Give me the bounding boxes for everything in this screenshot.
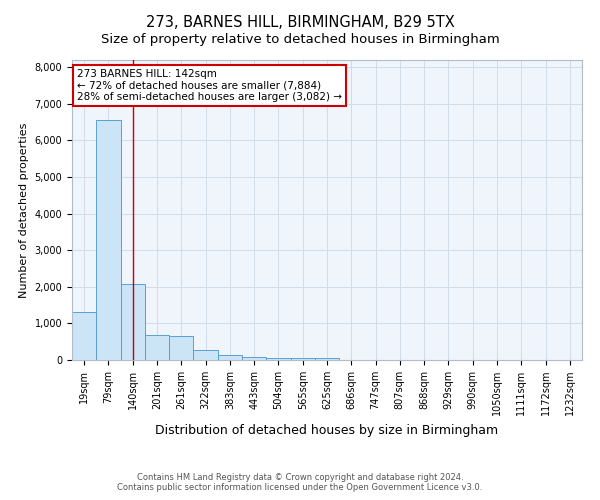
Text: Contains HM Land Registry data © Crown copyright and database right 2024.
Contai: Contains HM Land Registry data © Crown c… — [118, 473, 482, 492]
Bar — [218, 355, 242, 360]
Bar — [315, 358, 339, 360]
Bar — [290, 358, 315, 360]
Bar — [242, 356, 266, 360]
Y-axis label: Number of detached properties: Number of detached properties — [19, 122, 29, 298]
Bar — [193, 350, 218, 360]
Text: 273 BARNES HILL: 142sqm
← 72% of detached houses are smaller (7,884)
28% of semi: 273 BARNES HILL: 142sqm ← 72% of detache… — [77, 69, 342, 102]
Bar — [169, 336, 193, 360]
Bar — [121, 284, 145, 360]
Bar — [72, 312, 96, 360]
Bar — [96, 120, 121, 360]
Text: Size of property relative to detached houses in Birmingham: Size of property relative to detached ho… — [101, 32, 499, 46]
Bar — [266, 358, 290, 360]
X-axis label: Distribution of detached houses by size in Birmingham: Distribution of detached houses by size … — [155, 424, 499, 436]
Text: 273, BARNES HILL, BIRMINGHAM, B29 5TX: 273, BARNES HILL, BIRMINGHAM, B29 5TX — [146, 15, 454, 30]
Bar — [145, 336, 169, 360]
